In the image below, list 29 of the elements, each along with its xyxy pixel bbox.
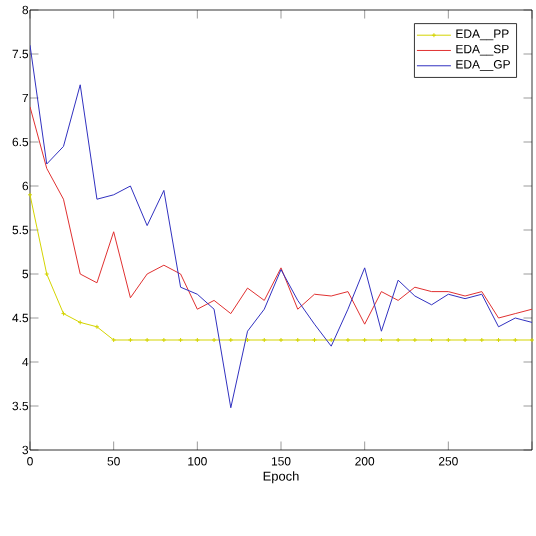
point [228, 337, 234, 343]
point [445, 337, 451, 343]
point [245, 337, 251, 343]
point [111, 337, 117, 343]
point [94, 324, 100, 330]
point [345, 337, 351, 343]
point [261, 337, 267, 343]
point [144, 337, 150, 343]
point [44, 271, 50, 277]
point [479, 337, 485, 343]
point [311, 337, 317, 343]
line-series [30, 44, 532, 409]
point [328, 337, 334, 343]
point [429, 337, 435, 343]
point [211, 337, 217, 343]
point [295, 337, 301, 343]
point [178, 337, 184, 343]
point [278, 337, 284, 343]
point [127, 337, 133, 343]
point [161, 337, 167, 343]
point [362, 337, 368, 343]
point [462, 337, 468, 343]
point [378, 337, 384, 343]
point [412, 337, 418, 343]
line-series [30, 106, 532, 325]
point [512, 337, 518, 343]
point [194, 337, 200, 343]
point [395, 337, 401, 343]
point [496, 337, 502, 343]
